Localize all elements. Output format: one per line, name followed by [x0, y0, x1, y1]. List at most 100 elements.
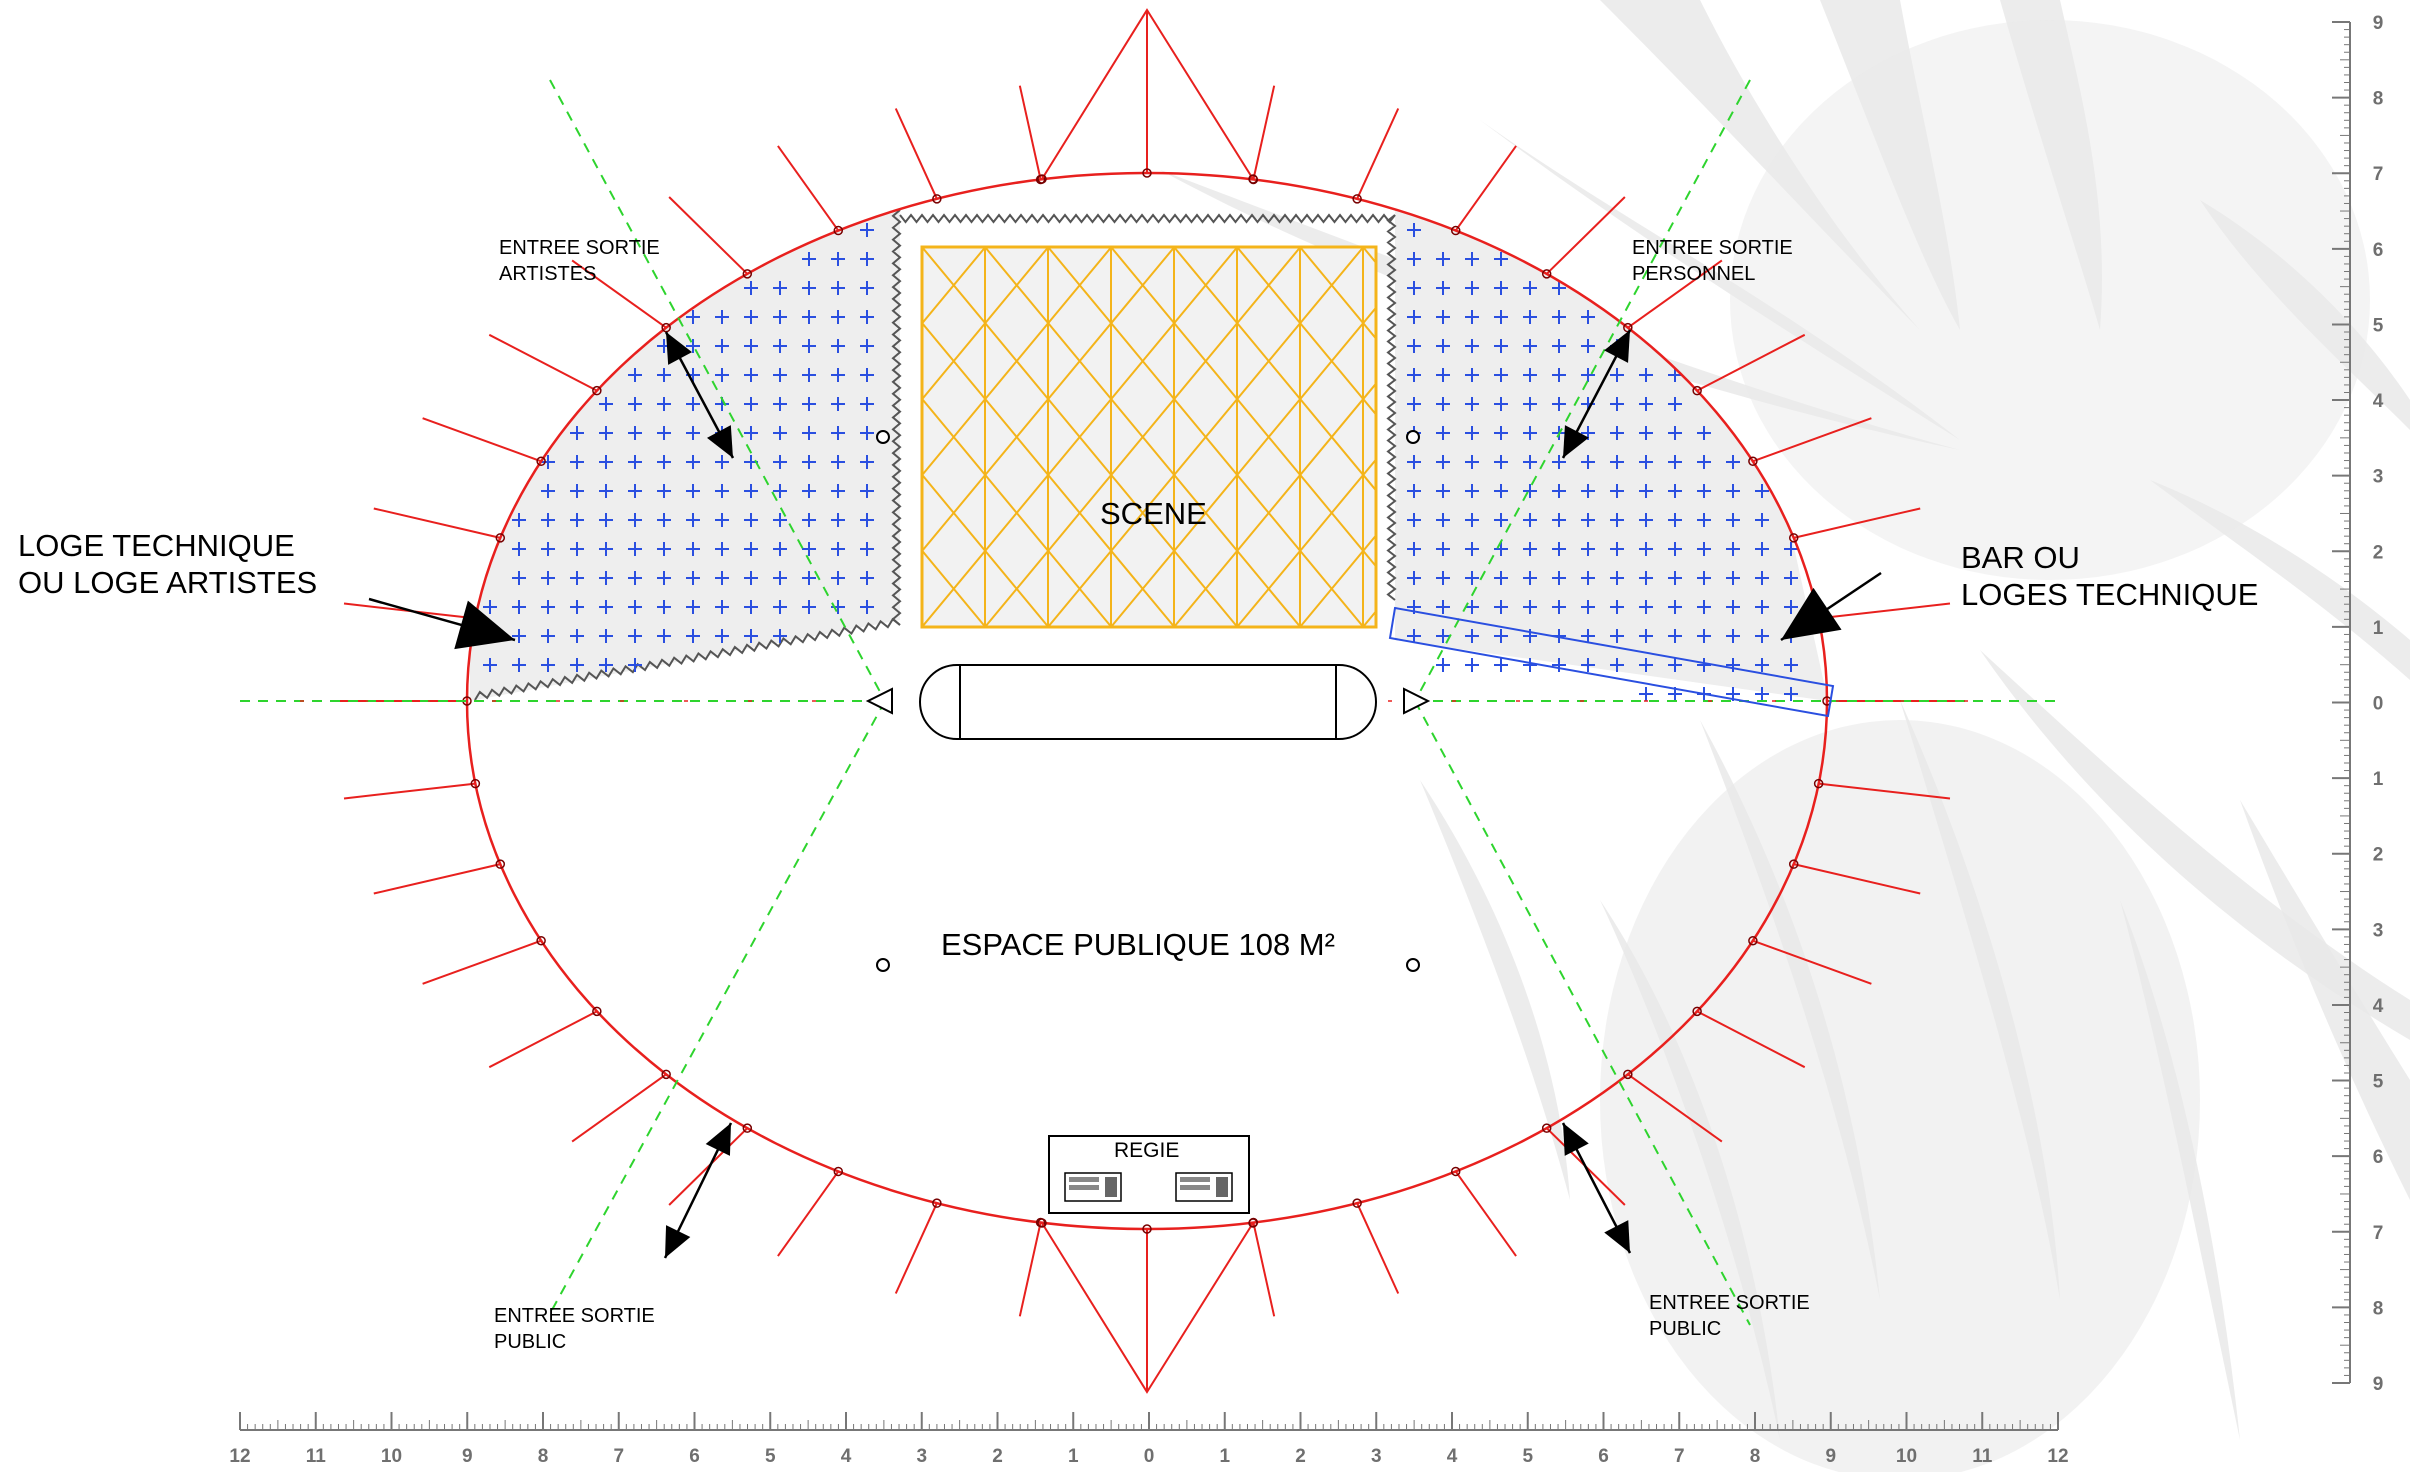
cross-mark	[860, 484, 874, 498]
cross-mark	[1494, 600, 1508, 614]
guy-line	[668, 196, 749, 275]
ruler-bottom-label: 7	[613, 1446, 624, 1467]
cross-mark	[541, 658, 555, 672]
stage-grid-d2	[922, 247, 1050, 401]
guy-line	[422, 939, 542, 985]
cross-mark	[831, 339, 845, 353]
stage-grid-d1	[1299, 247, 1376, 341]
cross-mark	[686, 455, 700, 469]
cross-mark	[860, 368, 874, 382]
cross-mark	[657, 484, 671, 498]
stage-grid-d1	[922, 549, 987, 627]
cross-mark	[1523, 542, 1537, 556]
cross-mark	[512, 658, 526, 672]
cross-mark	[1407, 252, 1421, 266]
cross-mark	[628, 484, 642, 498]
cross-mark	[1581, 339, 1595, 353]
guy-line	[1252, 85, 1276, 180]
pole-stake	[1352, 1198, 1362, 1208]
console-icon-detail	[1216, 1177, 1228, 1197]
cross-mark	[831, 542, 845, 556]
pole-stake	[833, 225, 844, 236]
guy-line	[668, 1127, 749, 1206]
console-icon-detail	[1180, 1185, 1210, 1190]
guy-line	[343, 782, 476, 800]
cross-mark	[1726, 513, 1740, 527]
cross-mark	[860, 397, 874, 411]
cross-mark	[1407, 310, 1421, 324]
ruler-bottom-label: 10	[381, 1446, 402, 1467]
cross-mark	[802, 368, 816, 382]
cross-mark	[802, 571, 816, 585]
cross-mark	[1581, 571, 1595, 585]
cross-mark	[570, 571, 584, 585]
pole-stake	[1450, 1166, 1461, 1177]
cross-mark	[1552, 658, 1566, 672]
loge-left-line2: OU LOGE ARTISTES	[18, 565, 317, 600]
ruler-right-label: 8	[2373, 89, 2384, 110]
pole-stake	[1248, 174, 1258, 184]
cross-mark	[1581, 368, 1595, 382]
cross-mark	[1668, 455, 1682, 469]
cross-mark	[1610, 571, 1624, 585]
cross-mark	[686, 542, 700, 556]
cross-mark	[1697, 513, 1711, 527]
cross-mark	[1494, 455, 1508, 469]
cross-mark	[1668, 368, 1682, 382]
cross-mark	[1552, 339, 1566, 353]
axis-diag-ll	[551, 700, 886, 1311]
cross-mark	[744, 339, 758, 353]
cross-mark	[1552, 571, 1566, 585]
cross-mark	[1639, 426, 1653, 440]
arrow-bar-right-head	[1781, 587, 1842, 640]
cross-mark	[860, 455, 874, 469]
cross-mark	[831, 455, 845, 469]
guy-line	[1018, 85, 1042, 180]
cross-mark	[1552, 455, 1566, 469]
stage	[920, 245, 1378, 629]
arrows	[368, 329, 1882, 1259]
cross-mark	[1552, 600, 1566, 614]
guy-line	[894, 1202, 938, 1294]
cross-mark	[1465, 542, 1479, 556]
cross-mark	[1639, 542, 1653, 556]
cross-mark	[1726, 542, 1740, 556]
stage-grid-d2	[1173, 382, 1376, 627]
cross-mark	[1436, 484, 1450, 498]
cross-mark	[1639, 571, 1653, 585]
cross-mark	[1494, 397, 1508, 411]
cross-mark	[831, 571, 845, 585]
cross-mark	[773, 542, 787, 556]
left-lodge-zigzag-vertical	[891, 209, 902, 626]
cross-mark	[570, 455, 584, 469]
cross-mark	[541, 600, 555, 614]
cross-mark	[1755, 484, 1769, 498]
cross-mark	[686, 600, 700, 614]
ruler-right-label: 6	[2373, 1147, 2384, 1168]
guy-line	[1545, 196, 1626, 275]
pole-stake	[1623, 1069, 1633, 1080]
cross-mark	[860, 223, 874, 237]
cross-mark	[1784, 600, 1798, 614]
ruler-bottom-label: 3	[1371, 1446, 1382, 1467]
cross-mark	[802, 455, 816, 469]
watermark-leaves	[1160, 0, 2410, 1472]
cross-mark	[1639, 397, 1653, 411]
cross-mark	[1581, 658, 1595, 672]
cross-mark	[512, 600, 526, 614]
cross-mark	[773, 600, 787, 614]
cross-mark	[1436, 252, 1450, 266]
guy-line	[373, 863, 501, 895]
cross-mark	[831, 513, 845, 527]
cross-mark	[483, 658, 497, 672]
scene-label: SCENE	[1100, 496, 1207, 531]
cross-mark	[512, 542, 526, 556]
cross-mark	[1668, 484, 1682, 498]
cross-mark	[570, 658, 584, 672]
ruler-right-label: 2	[2373, 845, 2384, 866]
cross-mark	[744, 281, 758, 295]
cross-mark	[802, 397, 816, 411]
cross-mark	[1523, 513, 1537, 527]
bar-right-line2: LOGES TECHNIQUE	[1961, 577, 2258, 612]
ruler-bottom-label: 4	[1447, 1446, 1458, 1467]
